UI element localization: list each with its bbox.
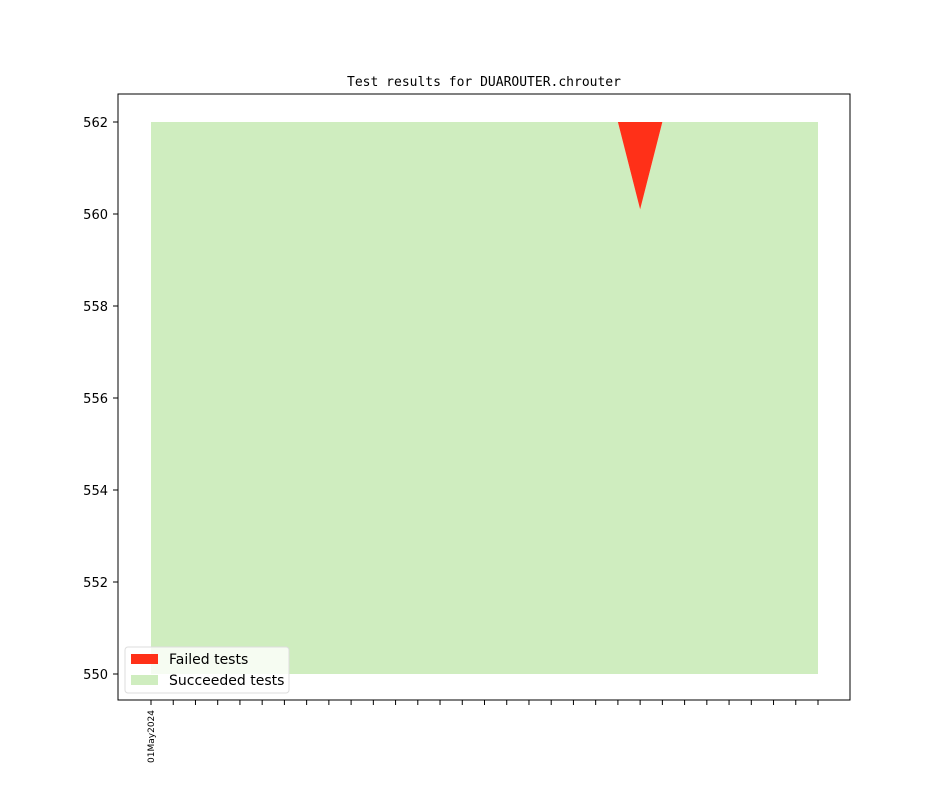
legend: Failed tests Succeeded tests — [124, 646, 290, 694]
y-tick-label: 550 — [83, 668, 108, 683]
legend-label-failed: Failed tests — [169, 652, 248, 668]
failed-area — [151, 122, 818, 210]
y-tick-label: 552 — [83, 576, 108, 591]
y-tick-label: 560 — [83, 208, 108, 223]
y-tick-label: 556 — [83, 392, 108, 407]
legend-label-succeeded: Succeeded tests — [169, 673, 284, 689]
legend-swatch-failed — [131, 654, 158, 664]
chart-title: Test results for DUAROUTER.chrouter — [347, 75, 621, 90]
y-tick-label: 554 — [83, 484, 108, 499]
x-tick-label: 01May2024 — [147, 710, 157, 763]
succeeded-area — [151, 122, 818, 674]
legend-swatch-succeeded — [131, 675, 158, 685]
y-tick-label: 558 — [83, 300, 108, 315]
legend-box — [124, 646, 290, 694]
y-tick-label: 562 — [83, 116, 108, 131]
